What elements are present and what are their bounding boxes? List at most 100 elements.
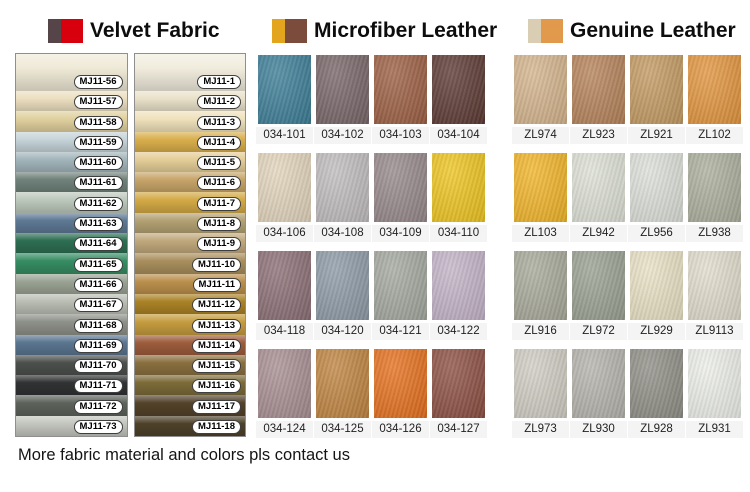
- velvet-strip-MJ11-69: MJ11-69: [16, 334, 127, 355]
- velvet-strip-code-label: MJ11-62: [73, 196, 123, 211]
- microfiber-swatch-cell: 034-110: [430, 153, 487, 242]
- velvet-strip-MJ11-2: MJ11-2: [134, 91, 245, 112]
- velvet-strip-code-label: MJ11-72: [73, 399, 123, 414]
- microfiber-swatch-cell: 034-125: [314, 349, 371, 438]
- velvet-strip-MJ11-5: MJ11-5: [134, 151, 245, 173]
- microfiber-swatch-cell: 034-120: [314, 251, 371, 340]
- genuine-swatch-ZL923: [572, 55, 625, 124]
- microfiber-swatch-cell: 034-103: [372, 55, 429, 144]
- velvet-strip-MJ11-71: MJ11-71: [16, 375, 127, 396]
- genuine-leather-header: Genuine Leather: [528, 18, 736, 44]
- microfiber-swatch-cell: 034-104: [430, 55, 487, 144]
- velvet-strip-code-label: MJ11-10: [192, 257, 241, 272]
- velvet-strip-code-label: MJ11-56: [73, 75, 123, 89]
- microfiber-swatch-code-label: 034-120: [314, 323, 371, 340]
- genuine-swatch-code-label: ZL930: [570, 421, 627, 438]
- velvet-strip-MJ11-9: MJ11-9: [134, 233, 245, 254]
- velvet-strip-MJ11-61: MJ11-61: [16, 172, 127, 193]
- velvet-strip-code-label: MJ11-7: [197, 196, 241, 211]
- genuine-leather-title: Genuine Leather: [570, 19, 736, 42]
- velvet-strip-code-label: MJ11-73: [73, 420, 123, 435]
- microfiber-swatch-cell: 034-102: [314, 55, 371, 144]
- microfiber-swatch-code-label: 034-127: [430, 421, 487, 438]
- genuine-swatch-code-label: ZL923: [570, 127, 627, 144]
- genuine-swatch-code-label: ZL921: [628, 127, 685, 144]
- velvet-strip-code-label: MJ11-65: [73, 257, 123, 272]
- genuine-swatch-ZL916: [514, 251, 567, 320]
- velvet-strip-code-label: MJ11-61: [73, 176, 123, 191]
- velvet-strip-code-label: MJ11-67: [73, 298, 123, 313]
- microfiber-swatch-034-104: [432, 55, 485, 124]
- genuine-swatch-cell: ZL931: [686, 349, 743, 438]
- microfiber-leather-header: Microfiber Leather: [272, 18, 497, 44]
- genuine-swatch-cell: ZL956: [628, 153, 685, 242]
- velvet-fabric-header: Velvet Fabric: [48, 18, 220, 44]
- microfiber-swatch-034-127: [432, 349, 485, 418]
- microfiber-swatch-code-label: 034-126: [372, 421, 429, 438]
- velvet-swatch-fan: MJ11-56 MJ11-57 MJ11-58 MJ11-59 MJ11-60 MJ11-…: [15, 53, 246, 437]
- microfiber-swatch-034-126: [374, 349, 427, 418]
- velvet-strip-code-label: MJ11-6: [197, 176, 241, 191]
- velvet-strip-MJ11-10: MJ11-10: [134, 253, 245, 274]
- genuine-swatch-code-label: ZL916: [512, 323, 569, 340]
- microfiber-swatch-cell: 034-124: [256, 349, 313, 438]
- velvet-strip-MJ11-18: MJ11-18: [134, 415, 245, 437]
- genuine-swatch-cell: ZL921: [628, 55, 685, 144]
- velvet-fan-left-column: MJ11-56 MJ11-57 MJ11-58 MJ11-59 MJ11-60 MJ11-…: [15, 53, 128, 437]
- velvet-strip-MJ11-7: MJ11-7: [134, 192, 245, 213]
- velvet-strip-code-label: MJ11-68: [73, 318, 123, 333]
- velvet-strip-MJ11-13: MJ11-13: [134, 314, 245, 335]
- genuine-swatch-ZL103: [514, 153, 567, 222]
- microfiber-swatch-code-label: 034-124: [256, 421, 313, 438]
- genuine-swatch-ZL102: [688, 55, 741, 124]
- microfiber-swatch-cell: 034-126: [372, 349, 429, 438]
- velvet-strip-code-label: MJ11-12: [192, 298, 241, 313]
- velvet-strip-MJ11-72: MJ11-72: [16, 395, 127, 416]
- genuine-swatch-ZL9113: [688, 251, 741, 320]
- genuine-swatch-code-label: ZL928: [628, 421, 685, 438]
- velvet-strip-code-label: MJ11-14: [192, 338, 241, 353]
- velvet-fan-right-column: MJ11-1 MJ11-2 MJ11-3 MJ11-4 MJ11-5 MJ11-6 MJ11…: [133, 53, 246, 437]
- velvet-strip-MJ11-66: MJ11-66: [16, 273, 127, 294]
- microfiber-swatch-034-103: [374, 55, 427, 124]
- microfiber-swatch-034-125: [316, 349, 369, 418]
- velvet-strip-MJ11-12: MJ11-12: [134, 293, 245, 315]
- velvet-strip-MJ11-15: MJ11-15: [134, 354, 245, 376]
- velvet-strip-code-label: MJ11-8: [197, 217, 241, 232]
- microfiber-swatch-034-124: [258, 349, 311, 418]
- velvet-strip-code-label: MJ11-15: [192, 359, 241, 374]
- genuine-swatch-cell: ZL9113: [686, 251, 743, 340]
- velvet-strip-code-label: MJ11-70: [73, 359, 123, 374]
- velvet-strip-code-label: MJ11-64: [73, 237, 123, 252]
- microfiber-swatch-code-label: 034-104: [430, 127, 487, 144]
- genuine-swatch-cell: ZL929: [628, 251, 685, 340]
- genuine-swatch-cell: ZL972: [570, 251, 627, 340]
- microfiber-swatch-code-label: 034-102: [314, 127, 371, 144]
- genuine-swatch-code-label: ZL973: [512, 421, 569, 438]
- microfiber-swatch-034-108: [316, 153, 369, 222]
- genuine-swatch-code-label: ZL102: [686, 127, 743, 144]
- velvet-strip-MJ11-68: MJ11-68: [16, 314, 127, 335]
- velvet-strip-MJ11-4: MJ11-4: [134, 131, 245, 152]
- microfiber-swatch-cell: 034-106: [256, 153, 313, 242]
- microfiber-swatch-code-label: 034-108: [314, 225, 371, 242]
- genuine-swatch-ZL973: [514, 349, 567, 418]
- genuine-swatch-cell: ZL923: [570, 55, 627, 144]
- microfiber-swatch-code-label: 034-101: [256, 127, 313, 144]
- velvet-strip-MJ11-60: MJ11-60: [16, 151, 127, 173]
- velvet-strip-MJ11-11: MJ11-11: [134, 273, 245, 294]
- genuine-swatch-cell: ZL938: [686, 153, 743, 242]
- microfiber-swatch-icon: [272, 19, 307, 43]
- microfiber-swatch-cell: 034-109: [372, 153, 429, 242]
- genuine-swatch-ZL972: [572, 251, 625, 320]
- genuine-swatch-code-label: ZL942: [570, 225, 627, 242]
- velvet-strip-MJ11-73: MJ11-73: [16, 415, 127, 437]
- velvet-strip-MJ11-67: MJ11-67: [16, 293, 127, 315]
- velvet-strip-code-label: MJ11-18: [192, 420, 241, 435]
- velvet-strip-code-label: MJ11-4: [197, 135, 241, 150]
- microfiber-swatch-034-118: [258, 251, 311, 320]
- velvet-strip-code-label: MJ11-59: [73, 135, 123, 150]
- genuine-swatch-ZL930: [572, 349, 625, 418]
- velvet-strip-code-label: MJ11-1: [197, 75, 241, 89]
- genuine-swatch-cell: ZL916: [512, 251, 569, 340]
